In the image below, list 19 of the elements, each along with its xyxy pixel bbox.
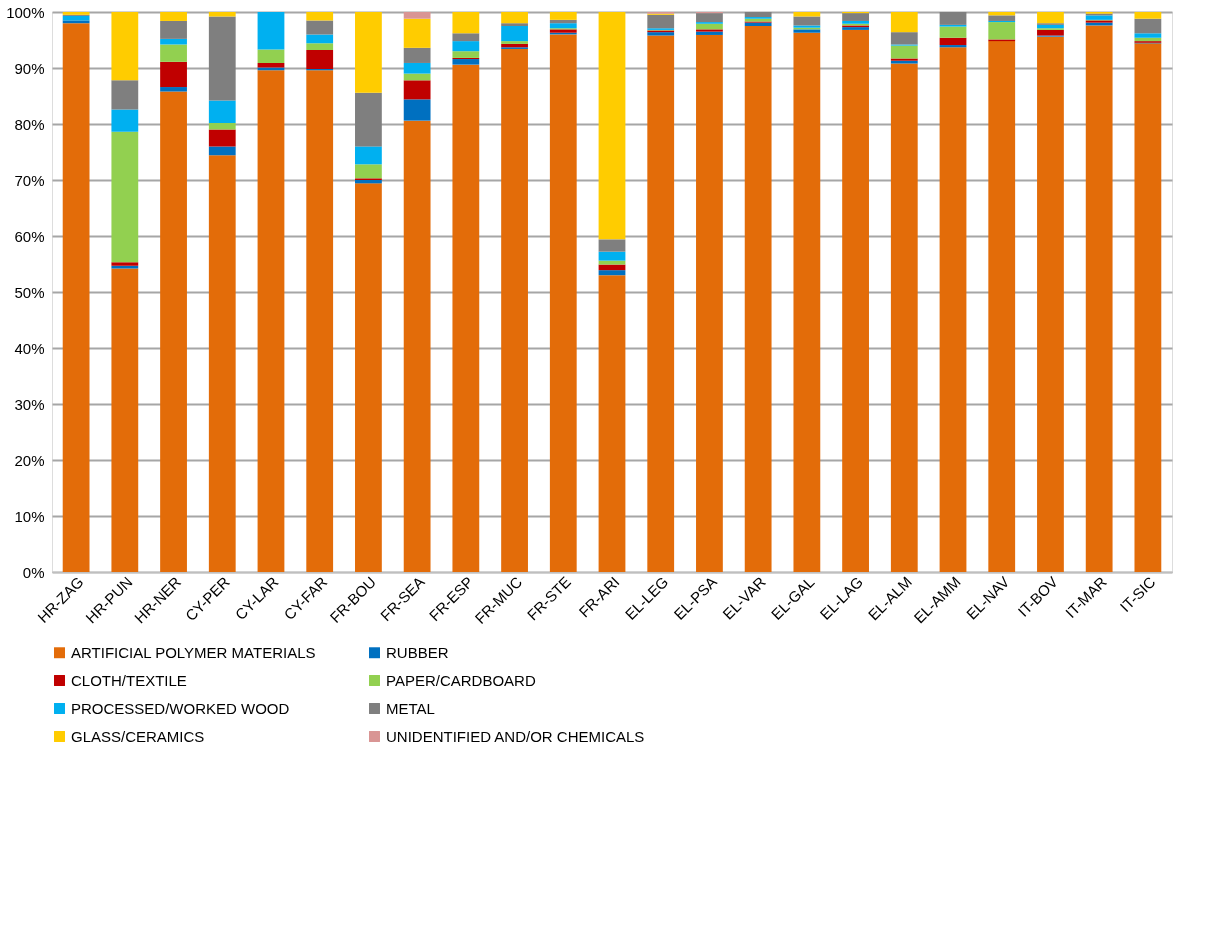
legend-label: CLOTH/TEXTILE — [71, 671, 187, 689]
legend-label: METAL — [386, 699, 435, 717]
y-tick-label: 90% — [14, 59, 45, 77]
y-tick-label: 40% — [14, 339, 45, 357]
y-tick-label: 0% — [22, 563, 45, 581]
legend-label: UNIDENTIFIED AND/OR CHEMICALS — [386, 727, 645, 745]
legend-label: PROCESSED/WORKED WOOD — [71, 699, 290, 717]
y-tick-label: 30% — [14, 395, 45, 413]
legend-label: RUBBER — [386, 643, 449, 661]
y-tick-label: 60% — [14, 227, 45, 245]
y-tick-label: 100% — [6, 3, 45, 21]
y-tick-label: 70% — [14, 171, 45, 189]
y-tick-label: 20% — [14, 451, 45, 469]
y-tick-label: 80% — [14, 115, 45, 133]
legend-label: GLASS/CERAMICS — [71, 727, 205, 745]
y-tick-label: 50% — [14, 283, 45, 301]
y-tick-label: 10% — [14, 507, 45, 525]
legend-label: ARTIFICIAL POLYMER MATERIALS — [71, 643, 316, 661]
legend-label: PAPER/CARDBOARD — [386, 671, 536, 689]
